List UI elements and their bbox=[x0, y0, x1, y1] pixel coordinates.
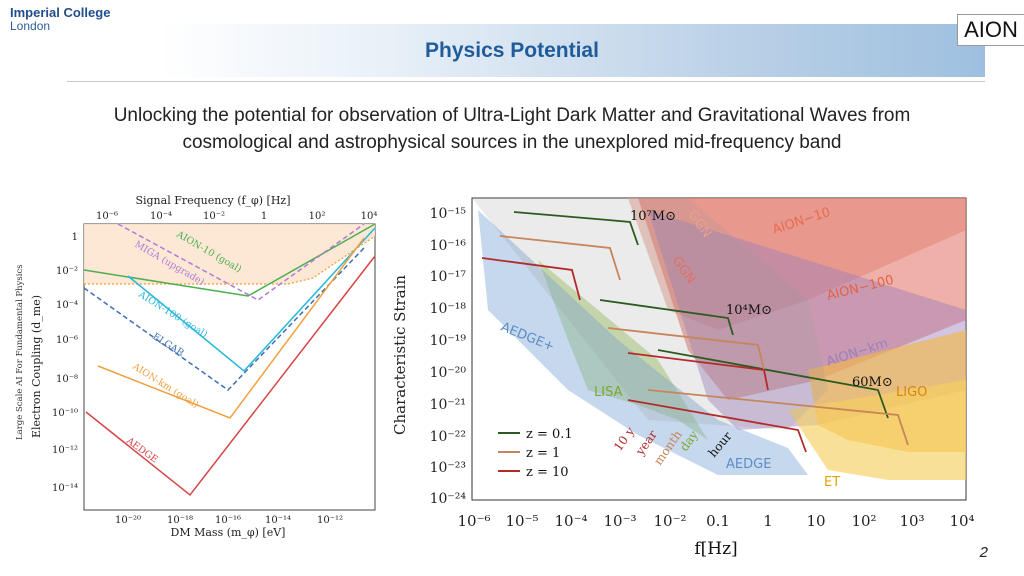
track-z01-b bbox=[599, 299, 734, 336]
label-ligo: LIGO bbox=[896, 385, 927, 400]
left-ylabel: Electron Coupling (d_me) bbox=[30, 295, 43, 438]
legend-z1: z = 1 bbox=[526, 446, 560, 461]
subtitle-line1: Unlocking the potential for observation … bbox=[113, 105, 911, 126]
page-title: Physics Potential bbox=[425, 39, 599, 62]
aion100-curve bbox=[127, 227, 376, 373]
logo-line2: London bbox=[10, 19, 51, 33]
top-tick-5: 10² bbox=[309, 211, 326, 222]
aedge-curve bbox=[85, 255, 376, 497]
mass-label-1: 10⁷M⊙ bbox=[630, 209, 676, 224]
y-tick-8: 10⁻¹⁴ bbox=[52, 483, 78, 494]
right-ylabel: Characteristic Strain bbox=[391, 275, 409, 435]
y-tick-5: 10⁻⁸ bbox=[56, 374, 78, 385]
aion100-region bbox=[638, 198, 966, 400]
top-tick-2: 10⁻⁴ bbox=[150, 211, 172, 222]
rx-tick-1: 10⁻⁶ bbox=[457, 512, 490, 530]
x-tick-1: 10⁻²⁰ bbox=[115, 515, 141, 526]
page-number: 2 bbox=[979, 544, 988, 561]
mass-label-2: 10⁴M⊙ bbox=[726, 303, 772, 318]
track-z10-c bbox=[627, 399, 807, 453]
label-et: ET bbox=[824, 475, 840, 490]
coupling-plot: Large Scale AI For Fundamental Physics S… bbox=[8, 188, 383, 540]
ry-tick-3: 10⁻¹⁷ bbox=[430, 269, 467, 285]
rx-tick-9: 10² bbox=[851, 512, 876, 530]
header-band bbox=[67, 24, 985, 77]
label-aedge: AEDGE bbox=[726, 457, 771, 472]
rx-tick-11: 10⁴ bbox=[949, 512, 974, 530]
top-tick-1: 10⁻⁶ bbox=[96, 211, 118, 222]
y-tick-1: 1 bbox=[72, 232, 78, 243]
rx-tick-4: 10⁻³ bbox=[603, 512, 636, 530]
track-z1-c bbox=[647, 389, 909, 446]
lisa-region bbox=[538, 260, 708, 440]
y-tick-4: 10⁻⁶ bbox=[56, 335, 78, 346]
aionkm-curve bbox=[97, 237, 365, 419]
y-tick-7: 10⁻¹² bbox=[52, 445, 78, 456]
top-tick-3: 10⁻² bbox=[203, 211, 225, 222]
header-divider bbox=[67, 81, 985, 82]
subtitle: Unlocking the potential for observation … bbox=[0, 102, 1024, 156]
rx-tick-7: 1 bbox=[763, 512, 773, 530]
ry-tick-6: 10⁻²⁰ bbox=[430, 365, 467, 381]
right-xlabel: f[Hz] bbox=[694, 539, 737, 559]
legend-z10: z = 10 bbox=[526, 465, 569, 480]
rx-tick-3: 10⁻⁴ bbox=[554, 512, 587, 530]
legend-z01: z = 0.1 bbox=[526, 427, 573, 442]
x-tick-4: 10⁻¹⁴ bbox=[265, 515, 291, 526]
track-z10-b bbox=[627, 352, 769, 391]
track-z10-a bbox=[481, 257, 581, 301]
left-xlabel: DM Mass (m_φ) [eV] bbox=[171, 526, 286, 539]
strain-plot: 10⁻¹⁵ 10⁻¹⁶ 10⁻¹⁷ 10⁻¹⁸ 10⁻¹⁹ 10⁻²⁰ 10⁻²… bbox=[388, 190, 988, 562]
ry-tick-4: 10⁻¹⁸ bbox=[430, 301, 467, 317]
rx-tick-2: 10⁻⁵ bbox=[505, 512, 538, 530]
label-lisa: LISA bbox=[594, 385, 623, 400]
y-tick-6: 10⁻¹⁰ bbox=[52, 408, 78, 419]
elgar-curve bbox=[83, 247, 365, 391]
mass-label-3: 60M⊙ bbox=[852, 375, 893, 390]
track-z01-a bbox=[513, 211, 639, 246]
rx-tick-8: 10 bbox=[806, 512, 825, 530]
ry-tick-10: 10⁻²⁴ bbox=[430, 491, 467, 507]
ry-tick-7: 10⁻²¹ bbox=[430, 397, 466, 413]
aedge-region bbox=[478, 210, 808, 475]
rx-tick-6: 0.1 bbox=[706, 512, 730, 530]
legend: z = 0.1 z = 1 z = 10 bbox=[498, 427, 573, 480]
ggn-region bbox=[472, 198, 828, 430]
ry-tick-2: 10⁻¹⁶ bbox=[430, 238, 467, 254]
logo-line1: Imperial College bbox=[10, 5, 111, 20]
side-text: Large Scale AI For Fundamental Physics bbox=[15, 264, 25, 440]
track-z1-b bbox=[607, 327, 765, 371]
aion10-curve bbox=[83, 223, 376, 297]
x-tick-5: 10⁻¹² bbox=[317, 515, 343, 526]
ry-tick-9: 10⁻²³ bbox=[430, 460, 466, 476]
top-axis-label: Signal Frequency (f_φ) [Hz] bbox=[135, 194, 290, 207]
aion-logo: AION bbox=[957, 14, 1024, 46]
y-tick-2: 10⁻² bbox=[56, 266, 78, 277]
x-tick-3: 10⁻¹⁶ bbox=[215, 515, 241, 526]
x-tick-2: 10⁻¹⁸ bbox=[167, 515, 193, 526]
ry-tick-5: 10⁻¹⁹ bbox=[430, 333, 467, 349]
rx-tick-5: 10⁻² bbox=[653, 512, 686, 530]
ry-tick-1: 10⁻¹⁵ bbox=[430, 206, 467, 222]
top-tick-4: 1 bbox=[261, 211, 267, 222]
imperial-college-logo: Imperial College London bbox=[10, 6, 110, 33]
ry-tick-8: 10⁻²² bbox=[430, 429, 466, 445]
et-region bbox=[788, 380, 966, 480]
track-z1-a bbox=[499, 235, 621, 281]
track-z01-c bbox=[657, 349, 889, 419]
y-tick-3: 10⁻⁴ bbox=[56, 300, 78, 311]
subtitle-line2: cosmological and astrophysical sources i… bbox=[182, 132, 842, 153]
rx-tick-10: 10³ bbox=[899, 512, 924, 530]
top-tick-6: 10⁴ bbox=[361, 211, 378, 222]
